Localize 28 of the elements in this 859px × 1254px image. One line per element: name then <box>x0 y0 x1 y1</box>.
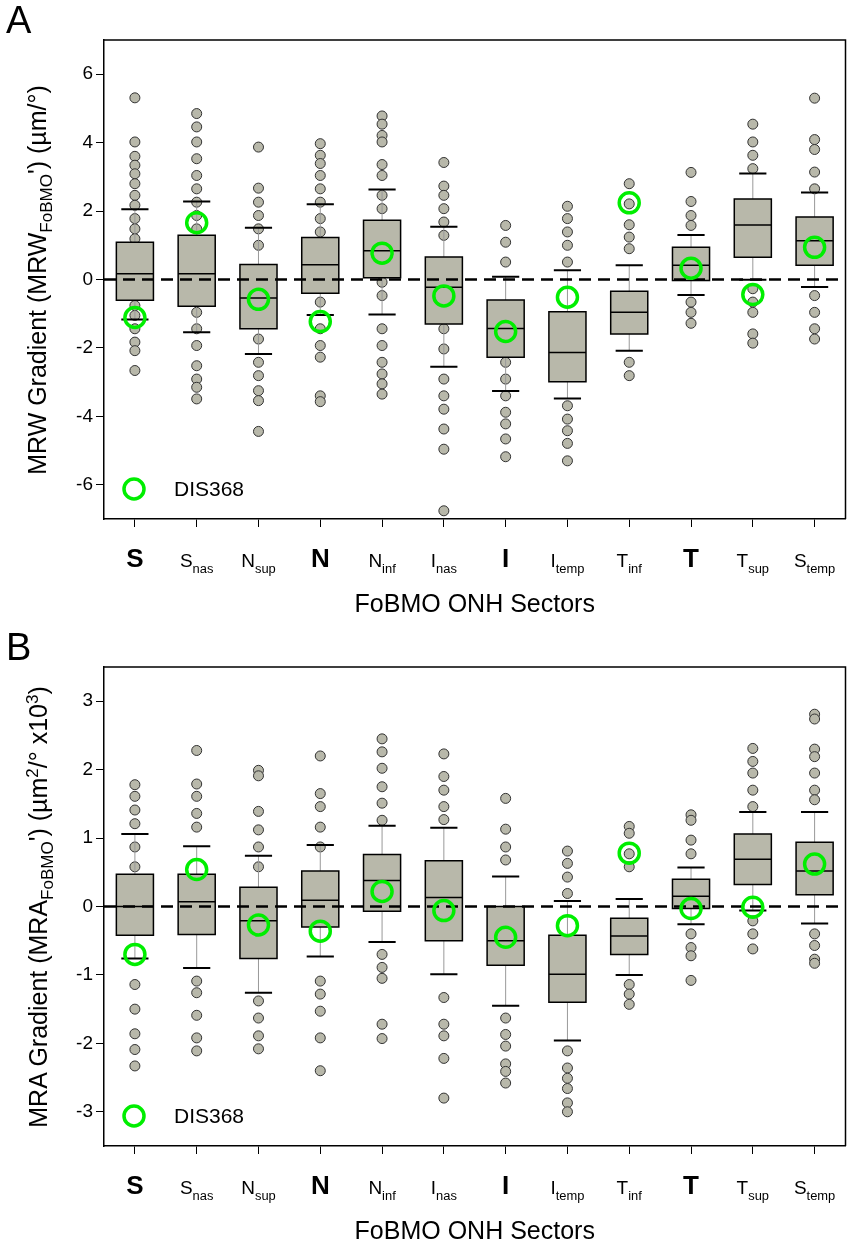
y-tick-label: -6 <box>76 473 93 495</box>
x-tick-label: I <box>502 1170 510 1200</box>
y-tick-label: 0 <box>82 894 93 916</box>
y-tick-label: -3 <box>76 1100 93 1122</box>
legend-label: DIS368 <box>174 476 245 500</box>
x-tick-label: N <box>310 1170 330 1200</box>
x-tick-label: S <box>126 543 144 573</box>
y-tick-label: 1 <box>82 826 93 848</box>
x-tick-label: I <box>502 543 510 573</box>
y-tick-label: 6 <box>82 62 93 84</box>
y-tick-label: 2 <box>82 199 93 221</box>
x-tick-label: T <box>683 543 700 573</box>
chart-title: B <box>6 626 32 669</box>
y-tick-label: -2 <box>76 1031 93 1053</box>
x-tick-label: S <box>126 1170 144 1200</box>
y-tick-label: 2 <box>82 757 93 779</box>
y-tick-label: -2 <box>76 336 93 358</box>
y-tick-label: 4 <box>82 130 94 152</box>
x-tick-label: T <box>683 1170 700 1200</box>
chart-title: A <box>6 0 32 42</box>
y-tick-label: 3 <box>82 689 93 711</box>
y-tick-label: -1 <box>76 963 93 985</box>
x-tick-label: N <box>310 543 330 573</box>
x-axis-title: FoBMO ONH Sectors <box>354 589 595 617</box>
legend-label: DIS368 <box>174 1103 245 1127</box>
y-tick-label: -4 <box>76 404 94 426</box>
y-tick-label: 0 <box>82 267 93 289</box>
x-axis-title: FoBMO ONH Sectors <box>354 1216 595 1244</box>
